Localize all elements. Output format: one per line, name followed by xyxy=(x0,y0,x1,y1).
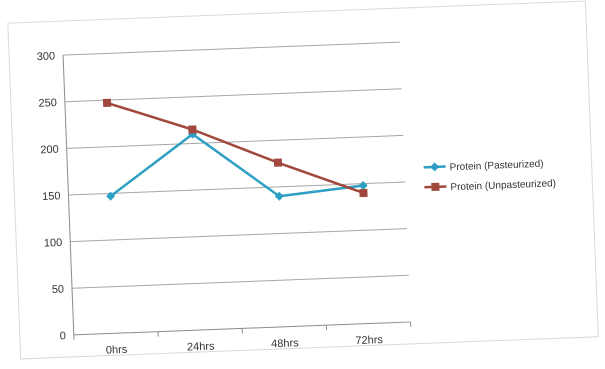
x-tick-label: 24hrs xyxy=(187,340,215,353)
y-tick-label: 0 xyxy=(60,330,67,342)
legend-marker xyxy=(431,183,439,191)
data-point xyxy=(188,125,196,133)
x-tick-label: 72hrs xyxy=(355,334,383,347)
data-point xyxy=(359,189,367,197)
y-tick-label: 300 xyxy=(37,50,56,63)
x-tick-label: 48hrs xyxy=(271,337,299,350)
y-tick-label: 150 xyxy=(42,190,61,203)
y-tick-label: 100 xyxy=(44,237,63,250)
x-tick-label: 0hrs xyxy=(106,344,128,357)
data-point xyxy=(103,99,111,107)
y-tick-label: 200 xyxy=(40,144,59,157)
data-point xyxy=(274,158,282,166)
y-tick-label: 250 xyxy=(38,97,57,110)
y-tick-label: 50 xyxy=(52,284,65,296)
